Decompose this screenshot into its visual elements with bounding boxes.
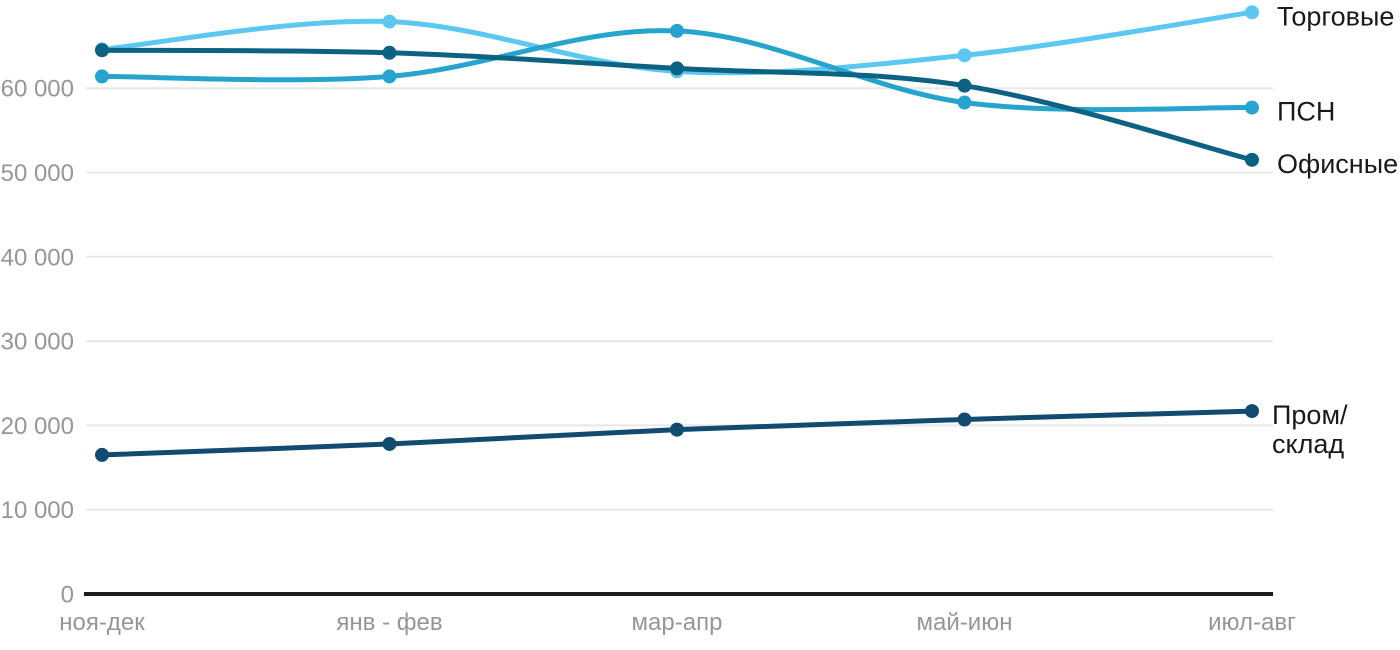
series-label: Пром/ xyxy=(1272,400,1348,430)
y-tick-label: 60 000 xyxy=(1,76,74,103)
data-point xyxy=(382,45,397,60)
data-point xyxy=(1245,152,1259,167)
y-tick-label: 50 000 xyxy=(1,160,74,187)
data-point xyxy=(382,14,397,29)
data-point xyxy=(957,78,972,93)
y-tick-label: 10 000 xyxy=(1,497,74,524)
data-point xyxy=(670,23,684,38)
data-point xyxy=(957,95,972,110)
data-point xyxy=(1245,100,1259,115)
data-point xyxy=(957,412,972,427)
data-point xyxy=(95,43,109,58)
data-point xyxy=(382,69,397,84)
y-tick-label: 30 000 xyxy=(1,329,74,356)
data-point xyxy=(382,436,397,451)
data-point xyxy=(670,61,684,76)
series-label: ПСН xyxy=(1277,97,1335,127)
data-point xyxy=(670,422,684,437)
y-tick-label: 0 xyxy=(61,582,74,609)
x-tick-label: мар-апр xyxy=(632,609,723,636)
x-tick-label: ноя-дек xyxy=(59,609,145,636)
data-point xyxy=(1245,404,1259,419)
x-tick-label: янв - фев xyxy=(336,609,442,636)
data-point xyxy=(95,69,109,84)
series-label: склад xyxy=(1272,429,1344,459)
data-point xyxy=(957,48,972,63)
data-point xyxy=(95,447,109,462)
x-tick-label: июл-авг xyxy=(1208,609,1296,636)
y-tick-label: 40 000 xyxy=(1,244,74,271)
x-tick-label: май-июн xyxy=(917,609,1013,636)
data-point xyxy=(1245,5,1259,20)
y-tick-label: 20 000 xyxy=(1,413,74,440)
series-label: Офисные xyxy=(1277,149,1398,179)
series-label: Торговые xyxy=(1277,1,1394,31)
